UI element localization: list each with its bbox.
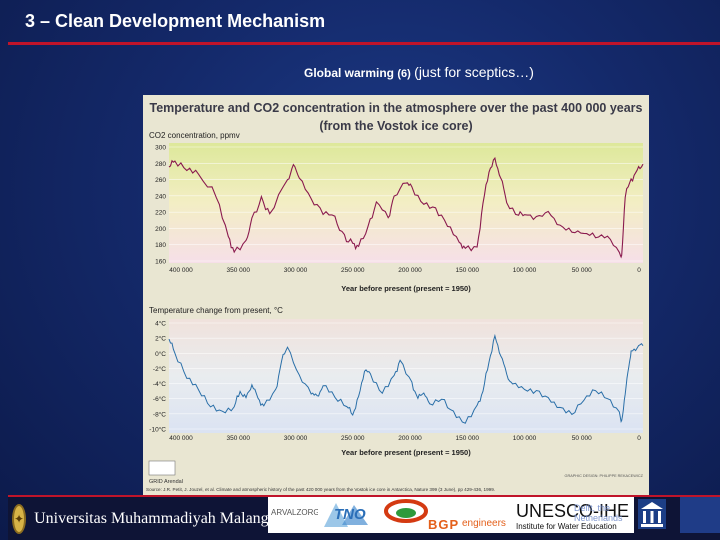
x-tick-label: 0 — [637, 435, 641, 442]
arvalzorg-text: ARVALZORG — [271, 508, 320, 517]
grid-arendal-credit: GRID Arendal — [149, 479, 183, 485]
unesco-sub: Institute for Water Education — [516, 522, 617, 531]
x-tick-label: 300 000 — [284, 267, 308, 274]
temp-gridlines — [169, 322, 643, 430]
co2-xlabel: Year before present (present = 1950) — [341, 284, 471, 293]
vostok-chart-svg: Temperature and CO2 concentration in the… — [146, 101, 644, 492]
partner-emblem-icon — [680, 497, 720, 533]
y-tick-label: 260 — [155, 177, 166, 184]
chart-title: Temperature and CO2 concentration in the… — [150, 101, 643, 115]
umm-brand: ✦ Universitas Muhammadiyah Malang — [8, 497, 269, 540]
temple-icon — [641, 502, 663, 527]
x-tick-label: 200 000 — [398, 435, 422, 442]
x-tick-label: 350 000 — [227, 435, 251, 442]
x-tick-label: 350 000 — [227, 267, 251, 274]
y-tick-label: -4°C — [153, 380, 166, 388]
grid-arendal-logo — [148, 460, 176, 476]
y-tick-label: 240 — [155, 193, 166, 200]
y-tick-label: -2°C — [153, 365, 166, 373]
bgp-sub: engineers — [462, 518, 506, 529]
temp-plot-bg — [169, 319, 643, 433]
unesco-overlay: Delft, the Netherlands — [574, 503, 623, 523]
tno-text: TNO — [334, 506, 366, 523]
x-tick-label: 150 000 — [456, 267, 480, 274]
x-tick-label: 250 000 — [341, 435, 365, 442]
umm-seal-icon: ✦ — [12, 503, 27, 534]
y-tick-label: 300 — [155, 145, 166, 152]
tno-mark-icon — [324, 503, 368, 527]
y-tick-label: 4°C — [155, 320, 166, 328]
bgp-logo: BGP engineers — [378, 497, 514, 533]
temp-xticks: 400 000 350 000 300 000 250 000 200 000 150 0… — [169, 435, 641, 442]
tno-logo: TNO — [318, 497, 378, 533]
bgp-swirl-icon — [384, 499, 428, 523]
temp-ylabel: Temperature change from present, °C — [149, 306, 283, 315]
umm-name: Universitas Muhammadiyah Malang — [34, 509, 269, 527]
x-tick-label: 50 000 — [572, 435, 592, 442]
y-tick-label: -8°C — [153, 410, 166, 418]
x-tick-label: 0 — [637, 267, 641, 274]
co2-yticks: 300 280 260 240 220 200 180 160 — [155, 145, 166, 266]
x-tick-label: 50 000 — [572, 267, 592, 274]
temp-series-line — [168, 333, 644, 424]
y-tick-label: -6°C — [153, 395, 166, 403]
x-tick-label: 100 000 — [513, 435, 537, 442]
chart-subtitle: (from the Vostok ice core) — [319, 119, 472, 133]
y-tick-label: 220 — [155, 210, 166, 217]
vostok-figure: Temperature and CO2 concentration in the… — [143, 95, 649, 495]
x-tick-label: 400 000 — [169, 267, 193, 274]
x-tick-label: 300 000 — [284, 435, 308, 442]
y-tick-label: 2°C — [155, 335, 166, 343]
y-tick-label: 0°C — [155, 350, 166, 358]
x-tick-label: 100 000 — [513, 267, 537, 274]
y-tick-label: -10°C — [149, 426, 166, 434]
co2-series-line — [168, 156, 644, 259]
x-tick-label: 200 000 — [398, 267, 422, 274]
y-tick-label: 200 — [155, 226, 166, 233]
x-tick-label: 150 000 — [456, 435, 480, 442]
footer-rule — [8, 495, 720, 497]
arvalzorg-logo: ARVALZORG — [268, 497, 320, 533]
subtitle-tail: (just for sceptics…) — [414, 64, 534, 80]
temp-yticks: 4°C 2°C 0°C -2°C -4°C -6°C -8°C -10°C — [149, 320, 166, 434]
x-tick-label: 250 000 — [341, 267, 365, 274]
unesco-emblem-icon — [638, 499, 666, 529]
co2-ylabel: CO2 concentration, ppmv — [149, 131, 240, 140]
subtitle-num: (6) — [397, 68, 411, 80]
source-note: Source: J.R. Petit, J. Jouzel, et al. Cl… — [146, 487, 495, 492]
design-credit: GRAPHIC DESIGN: PHILIPPE REKACEWICZ — [565, 474, 644, 478]
footer-bar: ✦ Universitas Muhammadiyah Malang ARVALZ… — [8, 497, 720, 540]
unesco-ihe-logo: UNESCO-IHE Delft, the Netherlands Instit… — [514, 497, 634, 533]
slide-subtitle: Global warming (6) (just for sceptics…) — [304, 64, 534, 80]
unesco-text: UNESCO-IHE — [516, 501, 630, 521]
slide-title: 3 – Clean Development Mechanism — [25, 11, 326, 31]
title-rule — [8, 42, 720, 45]
bgp-text: BGP — [428, 517, 460, 532]
x-tick-label: 400 000 — [169, 435, 193, 442]
y-tick-label: 280 — [155, 161, 166, 168]
y-tick-label: 180 — [155, 242, 166, 249]
subtitle-main: Global warming — [304, 66, 395, 80]
y-tick-label: 160 — [155, 259, 166, 266]
co2-gridlines — [169, 146, 643, 262]
co2-xticks: 400 000 350 000 300 000 250 000 200 000 150 0… — [169, 267, 641, 274]
temp-xlabel: Year before present (present = 1950) — [341, 448, 471, 457]
